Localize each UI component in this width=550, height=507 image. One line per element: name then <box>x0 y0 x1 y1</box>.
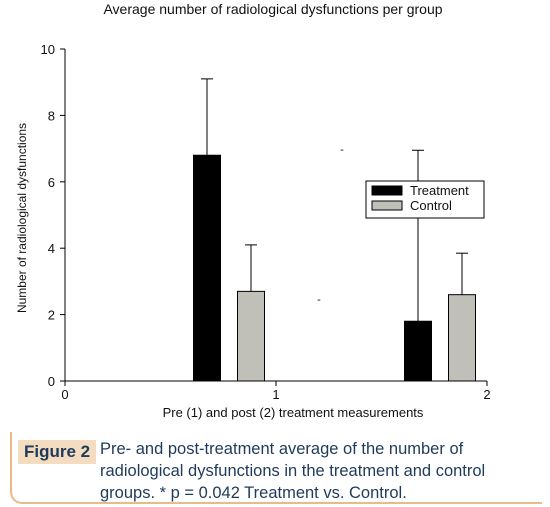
y-axis-label: Number of radiological dysfunctions <box>15 123 29 313</box>
y-tick-label: 0 <box>48 374 55 389</box>
x-axis-label: Pre (1) and post (2) treatment measureme… <box>163 405 424 420</box>
bar-control-2 <box>448 294 476 382</box>
y-tick-label: 10 <box>41 42 55 57</box>
chart: Average number of radiological dysfuncti… <box>15 1 491 420</box>
figure-caption: Figure 2 Pre- and post-treatment average… <box>10 432 542 504</box>
chart-title: Average number of radiological dysfuncti… <box>103 1 442 17</box>
bar-treatment-1 <box>193 154 221 382</box>
y-tick-label: 2 <box>48 308 55 323</box>
legend-swatch-control <box>371 200 403 211</box>
caption-frame <box>10 432 542 504</box>
annotation-mark: - <box>340 144 344 156</box>
bars: -- <box>193 78 476 382</box>
legend-label-treatment: Treatment <box>410 183 469 198</box>
x-tick-label: 0 <box>61 387 68 402</box>
figure-label: Figure 2 <box>18 440 97 464</box>
y-tick-label: 6 <box>48 175 55 190</box>
caption-text: Pre- and post-treatment average of the n… <box>100 440 486 502</box>
bar-treatment-2 <box>404 320 432 382</box>
x-tick-label: 1 <box>272 387 279 402</box>
y-tick-label: 4 <box>48 241 55 256</box>
legend-label-control: Control <box>410 198 452 213</box>
x-tick-label: 2 <box>483 387 490 402</box>
axes: 0 2 4 6 8 10 0 1 2 <box>41 42 491 402</box>
bar-control-1 <box>237 290 265 382</box>
legend-swatch-treatment <box>371 185 403 196</box>
annotation-mark: - <box>317 294 321 306</box>
y-tick-label: 8 <box>48 108 55 123</box>
